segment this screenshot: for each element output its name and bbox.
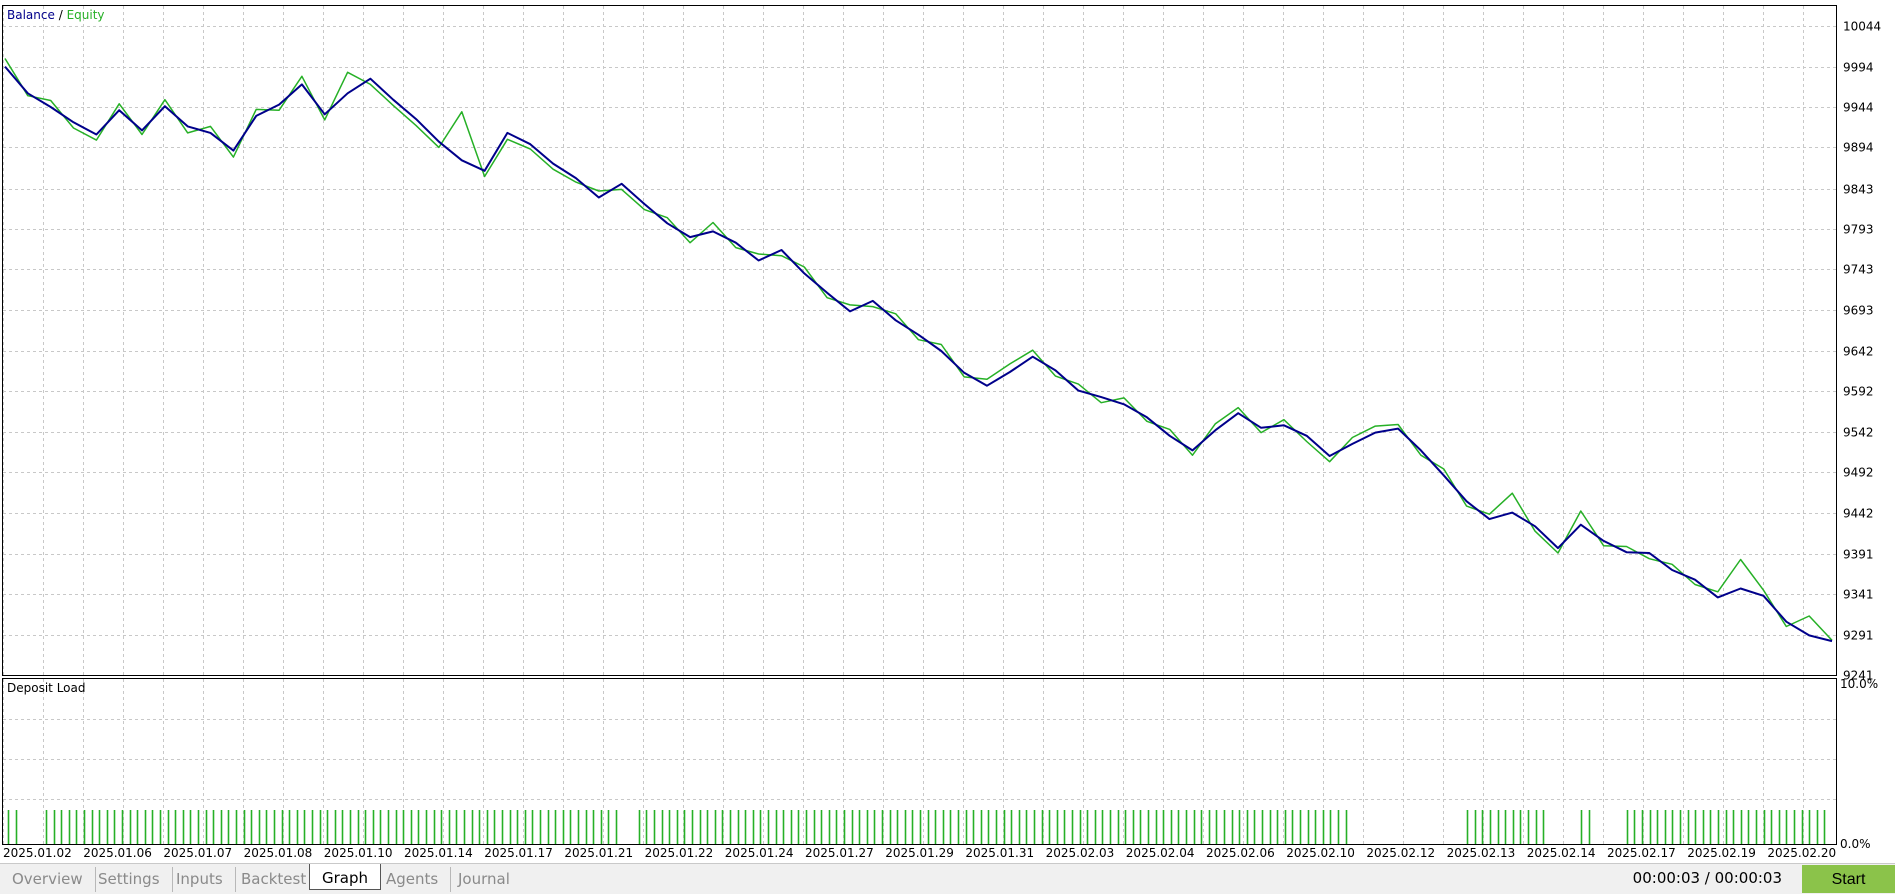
legend-balance: Balance [7,8,55,22]
x-date-label: 2025.01.10 [324,846,393,860]
tab-inputs[interactable]: Inputs [164,867,236,892]
elapsed-timer: 00:00:03 / 00:00:03 [1632,869,1782,887]
y-tick-label: 9241 [1843,669,1874,683]
deposit-load-title: Deposit Load [7,681,86,695]
x-date-label: 2025.01.08 [244,846,313,860]
y-tick-label: 10044 [1843,20,1881,34]
dl-y-tick-label: 0.0% [1840,837,1871,851]
y-tick-label: 9894 [1843,141,1874,155]
x-date-label: 2025.02.04 [1126,846,1195,860]
x-date-label: 2025.01.06 [83,846,152,860]
balance-equity-lines [4,58,1833,643]
x-date-label: 2025.01.02 [3,846,72,860]
main-grid [3,6,1836,676]
x-date-label: 2025.01.29 [885,846,954,860]
x-date-label: 2025.02.19 [1687,846,1756,860]
x-date-label: 2025.01.14 [404,846,473,860]
x-date-label: 2025.01.27 [805,846,874,860]
tab-graph[interactable]: Graph [309,864,382,890]
y-tick-label: 9994 [1843,61,1874,75]
start-button[interactable]: Start [1802,865,1895,893]
y-tick-label: 9442 [1843,507,1874,521]
tab-journal[interactable]: Journal [458,870,510,888]
deposit-load-grid [3,679,1836,844]
equity-line [4,58,1833,641]
x-date-label: 2025.01.21 [564,846,633,860]
x-date-label: 2025.01.22 [645,846,714,860]
tester-tab-bar: Overview Settings Inputs Backtest Graph Agent… [0,863,1895,894]
y-axis-ticks: 10044 9994 9944 9894 9843 9793 9743 9693 9642 959… [1843,20,1881,683]
y-tick-label: 9291 [1843,629,1874,643]
x-date-label: 2025.02.13 [1447,846,1516,860]
deposit-load-bars [7,810,1826,844]
backtest-chart: 10044 9994 9944 9894 9843 9793 9743 9693 9642 959… [2,5,1881,860]
x-date-label: 2025.01.31 [965,846,1034,860]
x-date-label: 2025.02.20 [1767,846,1836,860]
y-tick-label: 9693 [1843,304,1874,318]
tab-agents[interactable]: Agents [374,867,452,892]
x-date-label: 2025.02.06 [1206,846,1275,860]
x-date-label: 2025.02.17 [1607,846,1676,860]
legend-equity: Equity [66,8,105,22]
main-chart-frame [2,5,1837,676]
x-date-label: 2025.02.03 [1046,846,1115,860]
x-date-label: 2025.02.14 [1527,846,1596,860]
x-date-label: 2025.02.10 [1286,846,1355,860]
balance-line [4,65,1833,643]
legend-separator: / [58,8,63,22]
y-tick-label: 9642 [1843,345,1874,359]
y-tick-label: 9843 [1843,183,1874,197]
y-tick-label: 9743 [1843,263,1874,277]
chart-legend: Balance / Equity [7,8,105,22]
x-axis-date-labels: 2025.01.02 2025.01.06 2025.01.07 2025.01.08… [3,846,1836,860]
deposit-load-y-ticks: 10.0% 0.0% [1840,677,1878,851]
x-date-label: 2025.01.17 [484,846,553,860]
dl-y-tick-label: 10.0% [1840,677,1878,691]
y-tick-label: 9492 [1843,466,1874,480]
tab-settings[interactable]: Settings [86,867,173,892]
y-tick-label: 9793 [1843,223,1874,237]
y-tick-label: 9592 [1843,385,1874,399]
x-date-label: 2025.01.07 [163,846,232,860]
y-tick-label: 9341 [1843,588,1874,602]
y-tick-label: 9542 [1843,426,1874,440]
x-date-label: 2025.01.24 [725,846,794,860]
tab-overview[interactable]: Overview [0,867,96,892]
deposit-load-frame [2,678,1837,845]
x-date-label: 2025.02.12 [1366,846,1435,860]
y-tick-label: 9944 [1843,101,1874,115]
tab-backtest[interactable]: Backtest [241,870,307,888]
y-tick-label: 9391 [1843,548,1874,562]
